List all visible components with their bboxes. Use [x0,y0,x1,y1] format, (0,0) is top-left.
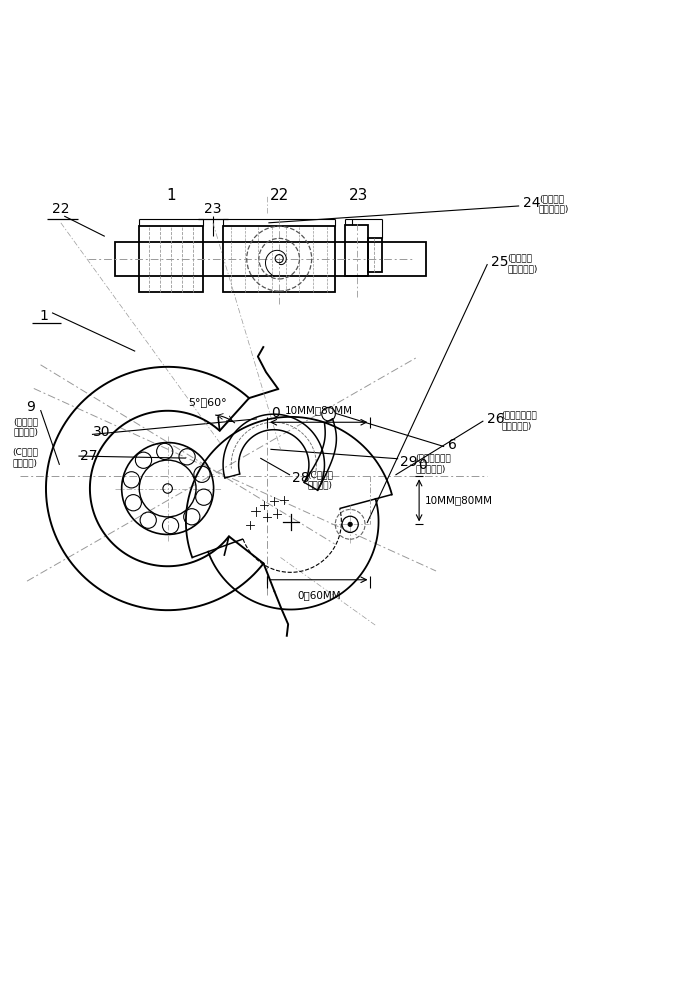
Text: 9: 9 [26,400,35,414]
Bar [81,209,406,301]
Text: 10MM～80MM: 10MM～80MM [285,406,353,416]
Text: 0～60MM: 0～60MM [297,590,341,600]
Bar [345,225,368,276]
Text: (活动滚轮刀座
垂直中轴线): (活动滚轮刀座 垂直中轴线) [415,454,451,473]
Text: (同步转动
套水平轴线): (同步转动 套水平轴线) [507,254,537,273]
Text: 0: 0 [418,458,427,472]
Text: 23: 23 [204,202,222,216]
Text: 5°～60°: 5°～60° [188,397,227,407]
Text: 10MM～80MM: 10MM～80MM [425,495,493,505]
Text: 1: 1 [166,188,176,203]
Text: 25: 25 [491,255,508,269]
Text: (C型弹簧
合用轴线): (C型弹簧 合用轴线) [308,470,333,489]
Text: 23: 23 [349,188,368,203]
Bar [139,226,203,292]
Text: 29: 29 [400,455,418,469]
Text: 0: 0 [271,406,280,420]
Text: 1: 1 [39,309,49,323]
Bar [368,238,382,272]
Text: (同步转动
套垂直轴线): (同步转动 套垂直轴线) [539,194,569,214]
Circle shape [348,522,352,526]
Bar [223,226,335,292]
Text: 22: 22 [270,188,289,203]
Text: 26: 26 [487,412,504,426]
Text: 22: 22 [52,202,70,216]
Text: 28: 28 [292,471,310,485]
Bar [115,242,426,276]
Text: 27: 27 [80,449,97,463]
Text: (活动滚轮刀座
水平中轴线): (活动滚轮刀座 水平中轴线) [502,411,537,430]
Text: (C型弹簧
开用轴线): (C型弹簧 开用轴线) [12,448,38,467]
Text: (刀座轴销
垂直轴线): (刀座轴销 垂直轴线) [14,417,39,437]
Text: 24: 24 [523,196,540,210]
Text: 30: 30 [93,425,111,439]
Text: 6: 6 [448,438,456,452]
